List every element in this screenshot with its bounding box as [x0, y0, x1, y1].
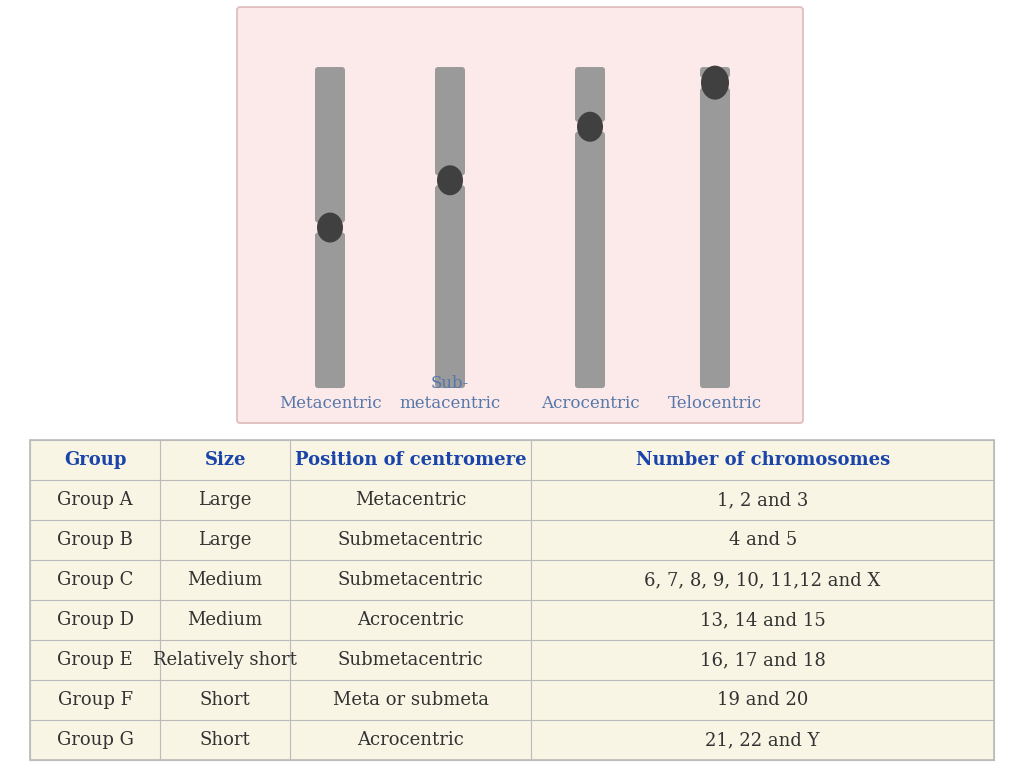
Ellipse shape — [437, 165, 463, 195]
Text: Submetacentric: Submetacentric — [338, 651, 483, 669]
FancyBboxPatch shape — [700, 67, 717, 78]
Text: Group G: Group G — [56, 731, 133, 749]
Text: Short: Short — [200, 691, 251, 709]
FancyBboxPatch shape — [315, 233, 332, 388]
FancyBboxPatch shape — [700, 88, 717, 388]
Text: Large: Large — [199, 491, 252, 509]
FancyBboxPatch shape — [588, 67, 605, 122]
FancyBboxPatch shape — [328, 67, 345, 223]
FancyBboxPatch shape — [435, 67, 452, 175]
Text: Large: Large — [199, 531, 252, 549]
Text: Medium: Medium — [187, 571, 263, 589]
FancyBboxPatch shape — [588, 132, 605, 388]
FancyBboxPatch shape — [30, 440, 994, 760]
Text: Acrocentric: Acrocentric — [357, 731, 464, 749]
Text: Metacentric: Metacentric — [355, 491, 467, 509]
Text: Submetacentric: Submetacentric — [338, 531, 483, 549]
Text: Group E: Group E — [57, 651, 133, 669]
Text: Acrocentric: Acrocentric — [541, 395, 639, 412]
FancyBboxPatch shape — [713, 67, 730, 78]
Text: Group A: Group A — [57, 491, 133, 509]
Text: 19 and 20: 19 and 20 — [717, 691, 808, 709]
Text: Number of chromosomes: Number of chromosomes — [636, 451, 890, 469]
FancyBboxPatch shape — [449, 67, 465, 175]
Text: Position of centromere: Position of centromere — [295, 451, 526, 469]
Text: Group C: Group C — [57, 571, 133, 589]
FancyBboxPatch shape — [575, 67, 592, 122]
Text: Group F: Group F — [57, 691, 133, 709]
Text: Telocentric: Telocentric — [668, 395, 762, 412]
Ellipse shape — [317, 213, 343, 243]
FancyBboxPatch shape — [328, 233, 345, 388]
Ellipse shape — [577, 111, 603, 142]
Text: 6, 7, 8, 9, 10, 11,12 and X: 6, 7, 8, 9, 10, 11,12 and X — [644, 571, 881, 589]
Text: Submetacentric: Submetacentric — [338, 571, 483, 589]
FancyBboxPatch shape — [449, 185, 465, 388]
Text: Short: Short — [200, 731, 251, 749]
Ellipse shape — [701, 65, 729, 100]
FancyBboxPatch shape — [575, 132, 592, 388]
FancyBboxPatch shape — [713, 88, 730, 388]
Text: Group: Group — [63, 451, 126, 469]
Text: 13, 14 and 15: 13, 14 and 15 — [699, 611, 825, 629]
Text: Metacentric: Metacentric — [279, 395, 381, 412]
Text: Size: Size — [205, 451, 246, 469]
Text: 4 and 5: 4 and 5 — [728, 531, 797, 549]
Text: Medium: Medium — [187, 611, 263, 629]
Text: 21, 22 and Y: 21, 22 and Y — [706, 731, 820, 749]
Text: Group D: Group D — [56, 611, 133, 629]
Text: 16, 17 and 18: 16, 17 and 18 — [699, 651, 825, 669]
FancyBboxPatch shape — [435, 185, 452, 388]
Text: Relatively short: Relatively short — [154, 651, 297, 669]
Text: Acrocentric: Acrocentric — [357, 611, 464, 629]
Text: 1, 2 and 3: 1, 2 and 3 — [717, 491, 808, 509]
FancyBboxPatch shape — [237, 7, 803, 423]
Text: Group B: Group B — [57, 531, 133, 549]
FancyBboxPatch shape — [315, 67, 332, 223]
Text: Meta or submeta: Meta or submeta — [333, 691, 488, 709]
Text: Sub-
metacentric: Sub- metacentric — [399, 376, 501, 412]
